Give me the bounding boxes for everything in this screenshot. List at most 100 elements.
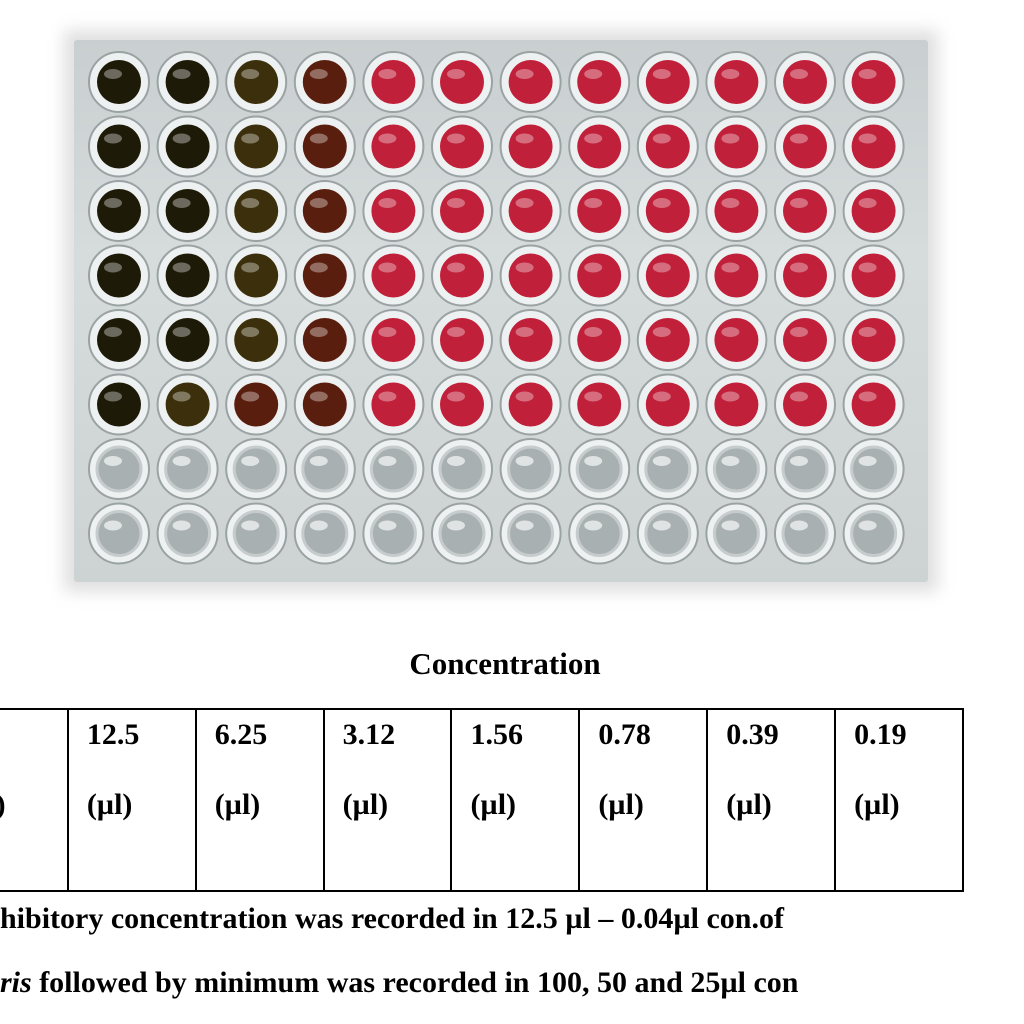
concentration-unit: (µl) [854,788,900,821]
concentration-unit: (µl) [86,788,133,821]
concentration-value: 3.12 [342,718,396,751]
concentration-cell: 6.25 (µl) [194,708,325,892]
concentration-value: 25 [0,718,67,752]
plate-wells-drawing [88,51,905,565]
plate-well [842,51,905,113]
concentration-cell: 25 (µl) [0,708,69,892]
plate-well [88,309,150,371]
plate-well [636,373,699,436]
plate-well [362,244,425,307]
plate-well [156,502,219,565]
plate-well [568,309,631,371]
plate-well [636,51,699,113]
concentration-unit: (µl) [342,788,389,821]
plate-well [774,502,836,565]
plate-well [293,438,356,500]
plate-well [156,309,219,371]
plate-well [636,180,699,242]
plate-well [842,309,905,371]
plate-well [156,51,219,113]
caption-line-2-text: followed by minimum was recorded in 100,… [31,966,799,999]
plate-well [225,373,288,436]
concentration-value: 1.56 [470,718,523,751]
plate-well [842,244,905,307]
plate-well [636,115,699,178]
plate-well [88,115,150,178]
plate-well [499,309,562,371]
plate-well [705,309,768,371]
plate-well [774,180,836,242]
plate-well [568,115,631,178]
plate-well [431,502,493,565]
plate-well [225,51,288,113]
plate-well [705,502,768,565]
plate-well [499,51,562,113]
plate-well [362,180,425,242]
plate-well [156,180,219,242]
plate-well [156,244,219,307]
plate-well [499,438,562,500]
plate-well [705,373,768,436]
concentration-cell: 0.19 (µl) [834,708,964,892]
plate-well [431,373,493,436]
plate-well [636,502,699,565]
plate-well [499,115,562,178]
plate-well [705,244,768,307]
plate-well [293,180,356,242]
plate-well [568,373,631,436]
plate-well [88,373,150,436]
concentration-row: 25(µl)12.5(µl)6.25(µl)3.12(µl)1.56(µl)0.… [0,708,964,892]
plate-well [842,438,905,500]
plate-well [431,51,493,113]
plate-well [431,180,493,242]
concentration-value: 0.39 [726,718,779,751]
plate-well [293,51,356,113]
plate-well [499,373,562,436]
microtiter-plate-photo [74,40,928,582]
plate-well [636,438,699,500]
plate-well [774,438,836,500]
concentration-cell: 1.56 (µl) [450,708,581,892]
plate-well [636,244,699,307]
concentration-heading: Concentration [409,646,601,681]
plate-well [156,373,219,436]
plate-well [568,51,631,113]
concentration-value: 12.5 [86,718,140,751]
plate-well [225,115,288,178]
caption-species-italic: ris [0,966,32,999]
plate-well [88,51,150,113]
plate-well [156,438,219,500]
plate-well [362,309,425,371]
plate-well [225,502,288,565]
plate-well [705,115,768,178]
plate-well [568,438,631,500]
concentration-cell: 3.12 (µl) [322,708,453,892]
concentration-value: 6.25 [214,718,268,751]
plate-well [88,438,150,500]
plate-well [362,438,425,500]
plate-well [293,244,356,307]
concentration-cell: 12.5 (µl) [66,708,197,892]
plate-well [568,502,631,565]
plate-well [293,115,356,178]
plate-well [774,244,836,307]
plate-well [499,180,562,242]
plate-well [225,180,288,242]
plate-well [568,180,631,242]
concentration-value: 0.78 [598,718,651,751]
plate-well [88,502,150,565]
plate-well [362,51,425,113]
plate-well [705,51,768,113]
plate-well [362,115,425,178]
plate-well [293,373,356,436]
concentration-table: 25(µl)12.5(µl)6.25(µl)3.12(µl)1.56(µl)0.… [0,708,964,892]
plate-well [774,115,836,178]
plate-well [293,309,356,371]
plate-well [842,502,905,565]
plate-well [431,244,493,307]
caption-line-1: hibitory concentration was recorded in 1… [0,902,784,935]
plate-well [431,438,493,500]
plate-well [225,309,288,371]
concentration-unit: (µl) [726,788,772,821]
